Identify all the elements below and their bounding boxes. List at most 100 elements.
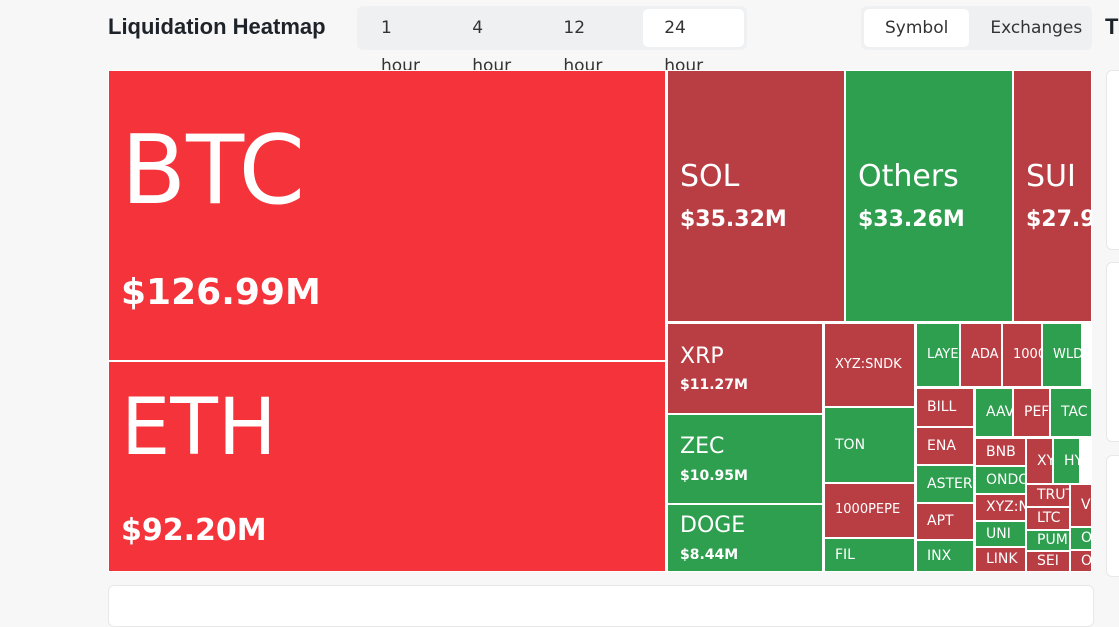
tile-label: ONDO [986,471,1026,488]
tile-value: $35.32M [680,206,787,232]
heatmap-tile[interactable]: ADA [960,323,1002,387]
heatmap-tile[interactable]: XY [1026,438,1053,484]
tile-label: TAC [1061,404,1088,421]
tile-label: INX [927,547,952,564]
heatmap-tile[interactable]: ONDO [975,466,1026,494]
heatmap: BTC $126.99M ETH $92.20M SOL $35.32M Others $33… [108,70,1092,572]
tile-label: ADA [971,346,999,362]
tile-label: LINK [986,551,1018,568]
tile-label: BNB [986,443,1016,460]
heatmap-tile[interactable]: Others $33.26M [845,70,1013,322]
heatmap-tile[interactable]: LINK [975,547,1026,572]
heatmap-tile[interactable]: TAC [1050,388,1092,437]
tile-value: $8.44M [680,546,739,563]
tile-label: TON [835,436,866,453]
side-title: T [1105,14,1119,39]
heatmap-tile[interactable]: UNI [975,521,1026,547]
tile-label: XY [1037,452,1052,469]
heatmap-tile[interactable]: BTC $126.99M [108,70,666,361]
heatmap-tile[interactable]: 1000PEPE [824,483,915,538]
heatmap-tile[interactable]: 1000 [1002,323,1042,387]
tile-label: BILL [927,399,957,416]
tile-label: HY [1064,452,1079,469]
heatmap-tile[interactable]: PUM [1026,530,1070,551]
tile-label: PEF [1024,404,1050,421]
heatmap-tile[interactable]: BILL [916,388,974,427]
heatmap-tile[interactable]: LAYE [916,323,960,387]
heatmap-tile[interactable]: TON [824,407,915,483]
tile-label: XRP [680,343,724,369]
heatmap-tile[interactable]: AAV [975,388,1013,437]
tile-value: $92.20M [121,513,267,549]
heatmap-tile[interactable]: PEF [1013,388,1050,437]
page-title: Liquidation Heatmap [108,14,326,39]
bottom-card [108,585,1094,627]
tile-label: XYZ:N [986,499,1026,516]
tile-value: $10.95M [680,467,748,484]
tile-label: ZEC [680,434,725,460]
tile-label: DOGE [680,513,746,539]
tile-label: O [1081,552,1092,569]
tile-value: $126.99M [121,272,321,314]
tile-label: UNI [986,525,1011,542]
tile-label: Others [858,159,959,195]
tile-label: V [1081,497,1091,514]
heatmap-tile[interactable]: O [1070,550,1092,572]
tile-label: ENA [927,437,956,454]
tile-label: ETH [121,383,277,474]
heatmap-tile[interactable]: XRP $11.27M [667,323,823,414]
view-tab[interactable]: Exchanges [990,18,1083,38]
time-tab[interactable]: 24 hour [643,9,744,76]
tile-label: APT [927,513,954,530]
time-tabs: 1 hour 4 hour 12 hour 24 hour [357,6,747,76]
time-tab[interactable]: 12 hour [563,18,603,76]
tile-label: BTC [121,116,305,227]
tile-label: WLD [1053,346,1082,362]
heatmap-tile[interactable]: LTC [1026,507,1070,530]
tile-label: SOL [680,159,740,195]
heatmap-tile[interactable]: DOGE $8.44M [667,504,823,572]
tile-label: ASTER [927,475,973,492]
side-card [1106,262,1119,442]
tile-label: PUM [1037,532,1068,549]
tile-label: XYZ:SNDK [835,356,902,372]
tile-value: $27.97M [1026,206,1091,232]
tile-label: SUI [1026,159,1076,195]
view-tabs: Symbol Exchanges [861,6,1092,50]
tile-label: 1000PEPE [835,502,901,518]
heatmap-tile[interactable]: INX [916,540,974,572]
tile-label: SEI [1037,553,1059,570]
time-tab[interactable]: 1 hour [381,18,420,76]
heatmap-tile[interactable]: SEI [1026,551,1070,572]
tile-label: TRUT [1037,487,1069,504]
heatmap-tile[interactable]: ZEC $10.95M [667,414,823,504]
heatmap-tile[interactable]: APT [916,503,974,540]
tile-label: AAV [986,404,1013,421]
heatmap-tile[interactable]: ASTER [916,465,974,503]
heatmap-tile[interactable]: WLD [1042,323,1082,387]
tile-label: LTC [1037,510,1061,527]
view-tab[interactable]: Symbol [864,9,970,47]
heatmap-tile[interactable]: SUI $27.97M [1013,70,1092,322]
heatmap-tile[interactable]: TRUT [1026,484,1070,507]
heatmap-tile[interactable]: BNB [975,438,1026,466]
tile-label: LAYE [927,346,959,362]
side-card [1106,455,1119,577]
time-tab[interactable]: 4 hour [472,18,512,76]
tile-label: O [1081,530,1092,547]
tile-label: 1000 [1013,346,1041,362]
tile-value: $33.26M [858,206,965,232]
heatmap-tile[interactable]: ENA [916,427,974,465]
heatmap-tile[interactable]: XYZ:SNDK [824,323,915,407]
heatmap-tile[interactable]: ETH $92.20M [108,361,666,572]
heatmap-tile[interactable]: V [1070,484,1092,527]
heatmap-tile[interactable]: HY [1053,438,1080,484]
side-card [1106,70,1119,250]
heatmap-tile[interactable]: O [1070,527,1092,550]
heatmap-tile[interactable]: XYZ:N [975,494,1026,521]
heatmap-tile[interactable]: SOL $35.32M [667,70,845,322]
tile-label: FIL [835,546,855,563]
tile-value: $11.27M [680,377,748,394]
heatmap-tile[interactable]: FIL [824,538,915,572]
